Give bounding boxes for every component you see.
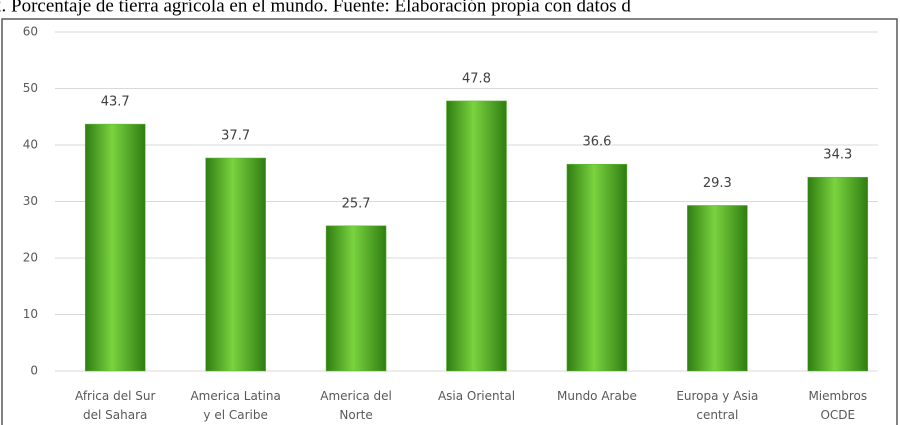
x-tick-line: America del	[320, 389, 392, 403]
y-tick-label: 50	[23, 81, 38, 95]
x-tick-label: Africa del Sur del Sahara	[75, 389, 155, 422]
x-tick-line: central	[696, 408, 738, 422]
x-tick-line: Miembros	[808, 389, 867, 403]
caption: 2. Porcentaje de tierra agrícola en el m…	[0, 0, 631, 16]
x-tick-line: del Sahara	[83, 408, 147, 422]
x-tick-line: Mundo Arabe	[557, 389, 637, 403]
y-tick-label: 30	[23, 194, 38, 208]
x-tick-line: OCDE	[820, 408, 855, 422]
x-tick-label: Mundo Arabe	[557, 389, 637, 403]
value-label: 36.6	[582, 135, 611, 150]
x-tick-line: Norte	[339, 408, 372, 422]
y-tick-label: 0	[30, 364, 38, 378]
x-tick-label: America Latina y el Caribe	[190, 389, 280, 422]
y-tick-label: 40	[23, 138, 38, 152]
bar	[84, 123, 146, 372]
x-tick-label: America del Norte	[320, 389, 392, 422]
value-label: 47.8	[462, 71, 491, 86]
y-tick-label: 60	[23, 25, 38, 39]
x-tick-label: Europa y Asia central	[676, 389, 758, 422]
x-tick-label: Miembros OCDE	[808, 389, 867, 422]
value-label: 43.7	[101, 95, 130, 110]
x-tick-label: Asia Oriental	[438, 389, 515, 403]
x-tick-line: y el Caribe	[203, 408, 267, 422]
y-tick-label: 10	[23, 307, 38, 321]
y-tick-label: 20	[23, 251, 38, 265]
bar	[325, 225, 387, 372]
bar	[566, 163, 628, 372]
value-label: 37.7	[221, 128, 250, 143]
x-tick-line: Asia Oriental	[438, 389, 515, 403]
bar	[807, 176, 869, 372]
x-tick-line: Africa del Sur	[75, 389, 155, 403]
x-tick-line: America Latina	[190, 389, 280, 403]
value-label: 25.7	[342, 196, 371, 211]
value-label: 34.3	[823, 148, 852, 163]
bar	[446, 100, 507, 372]
bar	[687, 205, 748, 372]
value-label: 29.3	[703, 176, 732, 191]
bar	[205, 157, 266, 372]
x-tick-line: Europa y Asia	[676, 389, 758, 403]
